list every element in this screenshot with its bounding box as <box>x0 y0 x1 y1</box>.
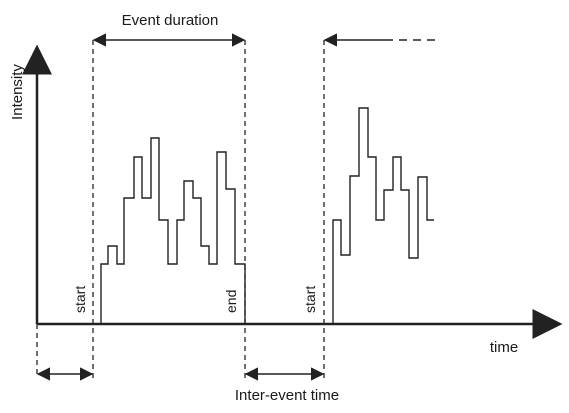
event-2-signal <box>332 107 434 324</box>
end-label-1: end <box>223 290 239 313</box>
inter-event-time-label: Inter-event time <box>235 387 339 404</box>
event-duration-label: Event duration <box>122 12 219 29</box>
x-axis-label: time <box>490 339 518 356</box>
start-label-1: start <box>72 286 88 313</box>
event-1-signal <box>37 137 246 325</box>
y-axis-label: Intensity <box>9 64 26 120</box>
start-label-2: start <box>302 286 318 313</box>
